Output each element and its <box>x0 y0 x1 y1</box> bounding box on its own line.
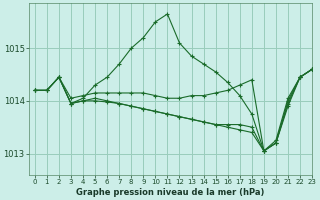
X-axis label: Graphe pression niveau de la mer (hPa): Graphe pression niveau de la mer (hPa) <box>76 188 265 197</box>
